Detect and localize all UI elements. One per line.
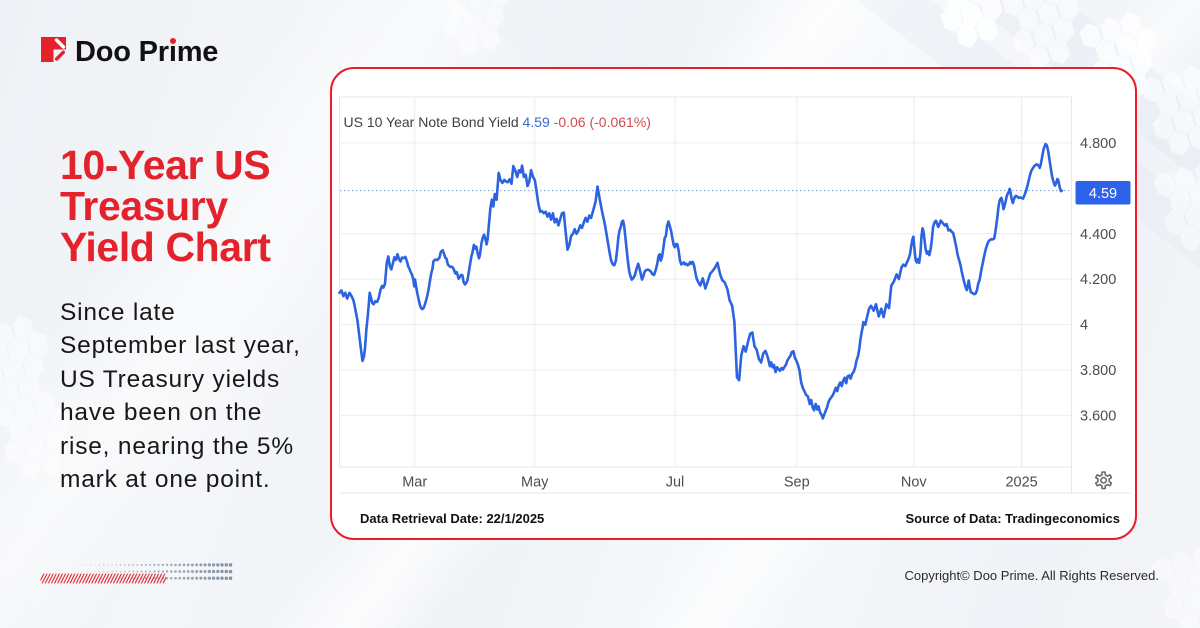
svg-text:4.59: 4.59: [1089, 186, 1117, 202]
svg-text:3.800: 3.800: [1080, 363, 1116, 379]
svg-text:Sep: Sep: [784, 475, 810, 491]
svg-text:4.800: 4.800: [1080, 136, 1116, 152]
svg-text:Jul: Jul: [666, 475, 685, 491]
svg-text:Nov: Nov: [901, 475, 928, 491]
svg-text:3.600: 3.600: [1080, 408, 1116, 424]
svg-text:4: 4: [1080, 318, 1088, 334]
svg-text:4.400: 4.400: [1080, 227, 1116, 243]
svg-text:Mar: Mar: [402, 475, 427, 491]
svg-text:May: May: [521, 475, 549, 491]
svg-text:2025: 2025: [1005, 475, 1037, 491]
svg-text:4.200: 4.200: [1080, 272, 1116, 288]
